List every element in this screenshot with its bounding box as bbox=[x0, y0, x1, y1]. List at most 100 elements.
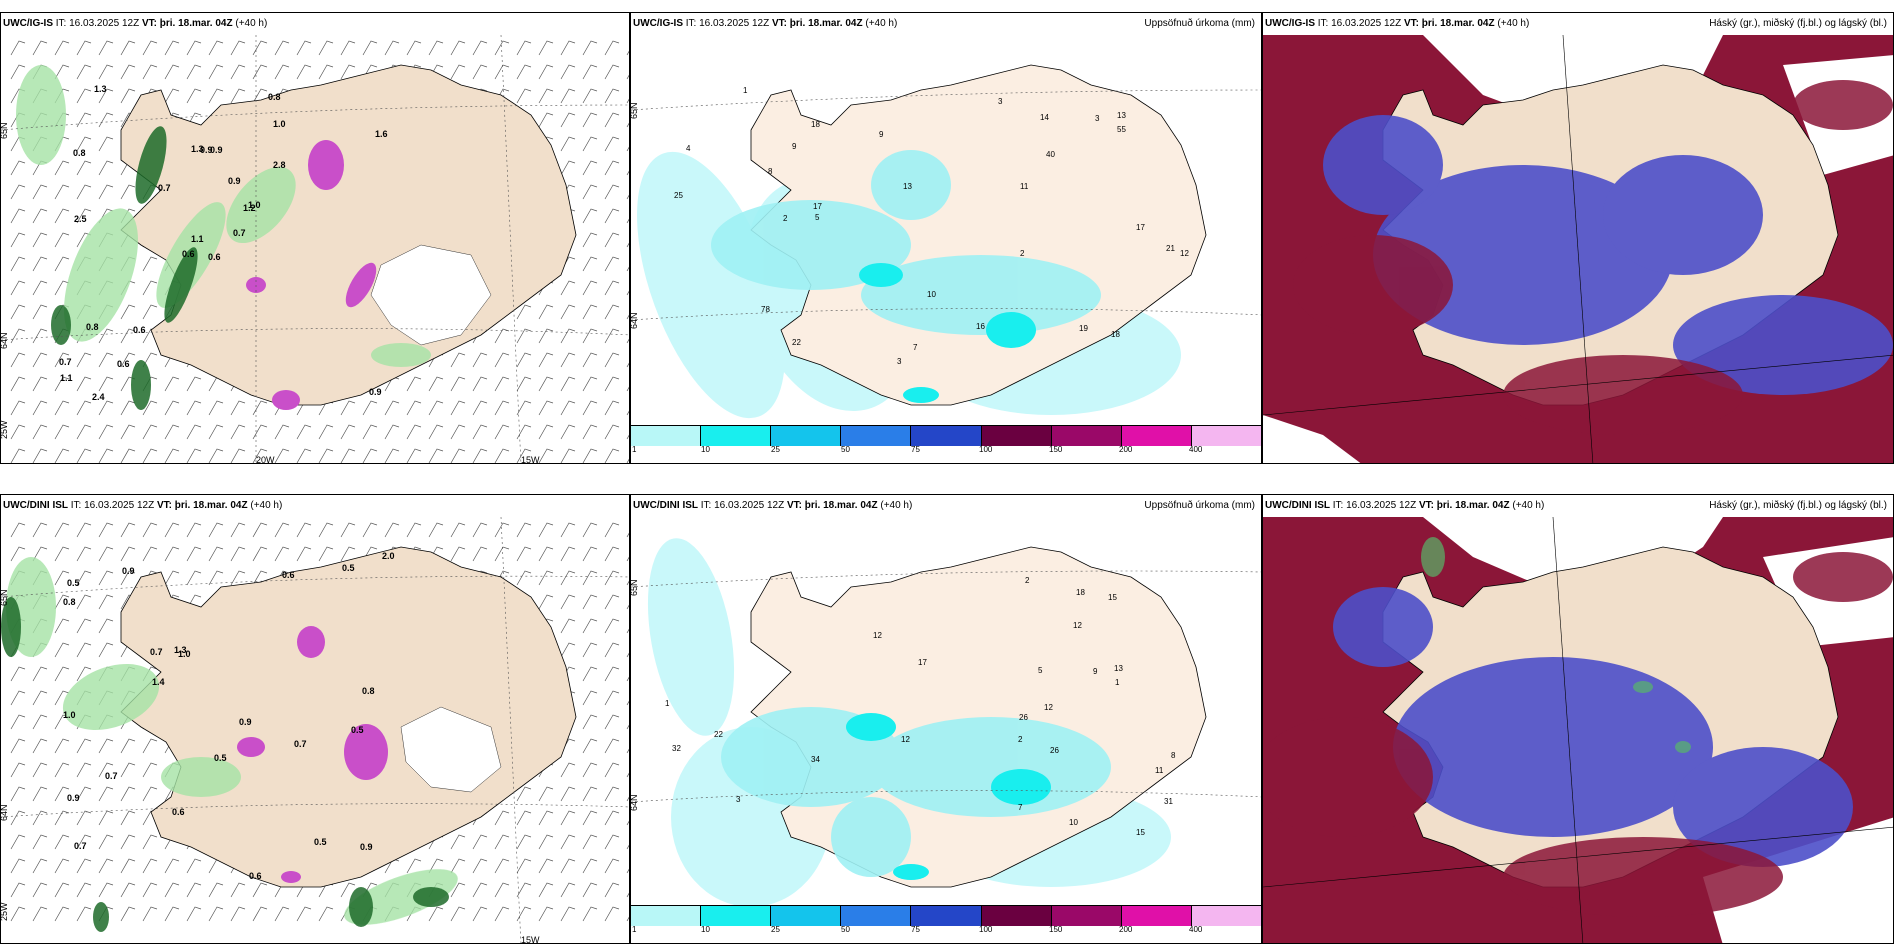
wind-barb bbox=[76, 738, 92, 754]
wind-barb bbox=[494, 400, 510, 416]
value-label: 0.9 bbox=[239, 717, 252, 727]
initial-time: IT: 16.03.2025 12Z bbox=[1317, 18, 1402, 29]
wind-barb bbox=[98, 328, 114, 344]
wind-barb bbox=[494, 424, 510, 440]
valid-time: þri. 18.mar. 04Z bbox=[1436, 500, 1510, 511]
wind-barb bbox=[406, 376, 422, 392]
model-name: UWC/DINI ISL bbox=[3, 500, 68, 511]
colorbar-label: 50 bbox=[841, 925, 850, 934]
wind-barb bbox=[32, 810, 48, 826]
map-wind-precip: 65N 64N 25W 15W 0.7 0.5 0.7 0.9 1.0 0.5 0.9 0.6… bbox=[1, 517, 629, 943]
colorbar-segment bbox=[771, 906, 842, 926]
grid-label: 65N bbox=[631, 102, 639, 119]
wind-barb bbox=[604, 786, 620, 802]
colorbar-segment bbox=[1051, 426, 1122, 446]
wind-barb bbox=[494, 376, 510, 392]
value-label: 17 bbox=[813, 202, 822, 211]
wind-barb bbox=[406, 448, 422, 463]
wind-barb bbox=[98, 762, 114, 778]
value-label: 16 bbox=[976, 322, 985, 331]
value-label: 2 bbox=[1020, 249, 1025, 258]
value-label: 15 bbox=[1108, 593, 1117, 602]
colorbar-segment bbox=[701, 426, 772, 446]
lead-time: (+40 h) bbox=[865, 18, 898, 29]
wind-barb bbox=[582, 714, 598, 730]
wind-barb bbox=[54, 546, 70, 562]
value-label: 0.9 bbox=[210, 145, 223, 155]
wind-barb bbox=[450, 858, 466, 874]
wind-barb bbox=[560, 280, 576, 296]
wind-barb bbox=[406, 858, 422, 874]
wind-barb bbox=[582, 810, 598, 826]
value-label: 22 bbox=[714, 730, 723, 739]
wind-barb bbox=[582, 352, 598, 368]
wind-barb bbox=[516, 786, 532, 802]
wind-barb bbox=[472, 352, 488, 368]
value-label: 1.4 bbox=[152, 677, 165, 687]
wind-barb bbox=[230, 448, 246, 463]
colorbar-label: 400 bbox=[1189, 445, 1203, 454]
wind-barb bbox=[582, 546, 598, 562]
wind-barb bbox=[32, 906, 48, 922]
wind-barb bbox=[428, 376, 444, 392]
wind-barb bbox=[538, 328, 554, 344]
initial-time: IT: 16.03.2025 12Z bbox=[685, 18, 770, 29]
wind-barb bbox=[142, 786, 158, 802]
wind-barb bbox=[54, 786, 70, 802]
wind-barb bbox=[582, 400, 598, 416]
wind-barb bbox=[384, 40, 400, 56]
wind-barb bbox=[516, 546, 532, 562]
wind-barb bbox=[252, 40, 268, 56]
wind-barb bbox=[76, 400, 92, 416]
wind-barb bbox=[142, 834, 158, 850]
wind-barb bbox=[54, 858, 70, 874]
wind-barb bbox=[32, 762, 48, 778]
wind-barb bbox=[582, 88, 598, 104]
wind-barb bbox=[54, 522, 70, 538]
wind-barb bbox=[76, 448, 92, 463]
colorbar-segment bbox=[841, 906, 912, 926]
wind-barb bbox=[32, 786, 48, 802]
wind-barb bbox=[10, 40, 26, 56]
wind-barb bbox=[142, 400, 158, 416]
wind-barb bbox=[230, 424, 246, 440]
value-label: 12 bbox=[1073, 621, 1082, 630]
wind-barb bbox=[98, 424, 114, 440]
wind-barb bbox=[604, 160, 620, 176]
wind-barb bbox=[494, 858, 510, 874]
wind-barb bbox=[76, 594, 92, 610]
wind-barb bbox=[450, 522, 466, 538]
wind-barb bbox=[98, 642, 114, 658]
wind-barb bbox=[186, 882, 202, 898]
value-label: 0.7 bbox=[150, 647, 163, 657]
colorbar-segment bbox=[981, 426, 1052, 446]
wind-barb bbox=[604, 882, 620, 898]
wind-barb bbox=[32, 208, 48, 224]
grid-label: 15W bbox=[521, 455, 540, 464]
wind-barb bbox=[582, 738, 598, 754]
wind-barb bbox=[54, 882, 70, 898]
wind-barb bbox=[582, 304, 598, 320]
panel-variable-title: Uppsöfnuð úrkoma (mm) bbox=[1144, 18, 1255, 29]
panel-accum-precip-igis: UWC/IG-IS IT: 16.03.2025 12Z VT: þri. 18… bbox=[630, 12, 1262, 464]
value-label: 3 bbox=[897, 357, 902, 366]
wind-barb bbox=[582, 208, 598, 224]
wind-barb bbox=[76, 882, 92, 898]
value-label: 0.5 bbox=[214, 753, 227, 763]
wind-barb bbox=[164, 882, 180, 898]
wind-barb bbox=[142, 424, 158, 440]
wind-barb bbox=[76, 184, 92, 200]
value-label: 7 bbox=[913, 343, 918, 352]
wind-barb bbox=[494, 64, 510, 80]
value-label: 5 bbox=[1038, 666, 1043, 675]
wind-barb bbox=[120, 424, 136, 440]
wind-barb bbox=[142, 256, 158, 272]
wind-barb bbox=[32, 256, 48, 272]
value-label: 0.6 bbox=[172, 807, 185, 817]
wind-barb bbox=[516, 64, 532, 80]
wind-barb bbox=[560, 594, 576, 610]
value-label: 55 bbox=[1117, 125, 1126, 134]
colorbar-segment bbox=[911, 426, 982, 446]
wind-barb bbox=[76, 834, 92, 850]
panel-header: UWC/DINI ISL IT: 16.03.2025 12Z VT: þri.… bbox=[631, 495, 1261, 517]
